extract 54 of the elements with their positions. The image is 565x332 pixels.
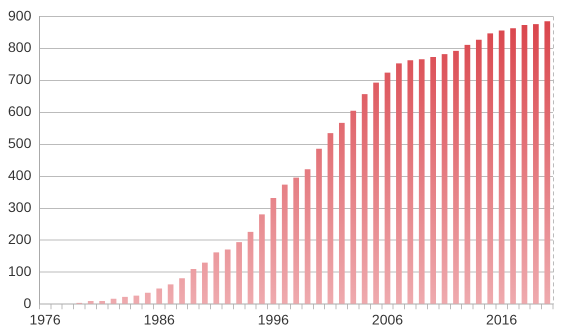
y-tick-label: 900 <box>8 7 32 24</box>
bar <box>316 148 322 304</box>
bar <box>464 44 470 304</box>
x-tick-label: 2006 <box>372 311 404 328</box>
y-tick-label: 0 <box>24 295 32 312</box>
bar <box>476 40 482 304</box>
y-tick-label: 600 <box>8 103 32 120</box>
bar <box>224 250 231 304</box>
y-tick-label: 700 <box>8 71 32 88</box>
bar <box>430 57 436 304</box>
bar <box>338 122 345 304</box>
y-tick-label: 800 <box>8 39 32 56</box>
x-tick-label: 1976 <box>29 311 61 328</box>
bar <box>304 169 310 304</box>
bar <box>110 298 116 304</box>
bar <box>259 214 265 304</box>
bar <box>442 54 448 304</box>
bar <box>134 296 140 304</box>
bar <box>362 94 368 304</box>
bar <box>270 198 276 304</box>
x-tick-label: 2016 <box>486 311 518 328</box>
x-tick-label: 1996 <box>258 311 290 328</box>
bar <box>248 232 254 304</box>
y-tick-label: 500 <box>8 135 32 152</box>
bar <box>510 28 516 304</box>
y-tick-label: 300 <box>8 199 32 216</box>
bar <box>487 33 494 304</box>
bar <box>122 296 128 304</box>
bar <box>293 178 300 304</box>
bar <box>407 60 414 304</box>
bar <box>328 133 334 304</box>
bar <box>156 288 162 304</box>
bar <box>396 63 402 304</box>
bar <box>373 82 379 304</box>
bar <box>350 110 356 304</box>
y-tick-label: 200 <box>8 231 32 248</box>
y-tick-label: 100 <box>8 263 32 280</box>
bar <box>533 24 539 304</box>
bar <box>213 252 220 304</box>
bar <box>384 72 390 304</box>
y-tick-label: 400 <box>8 167 32 184</box>
bar <box>522 25 528 304</box>
bar <box>144 292 151 304</box>
bar <box>418 59 425 304</box>
bar <box>179 278 185 304</box>
bar <box>544 21 550 304</box>
bar <box>190 269 196 304</box>
bar <box>202 262 208 304</box>
bar <box>168 284 174 304</box>
bar <box>236 242 242 304</box>
bar <box>498 30 504 304</box>
bar <box>453 50 459 304</box>
x-tick-label: 1986 <box>144 311 175 328</box>
bar <box>282 184 288 304</box>
